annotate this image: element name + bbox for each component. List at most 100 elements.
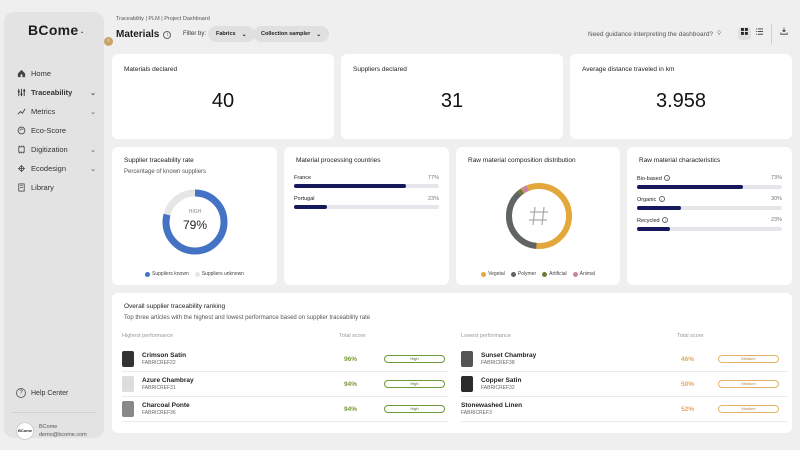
card-title: Raw material characteristics [639, 157, 721, 164]
fabric-thumbnail [122, 401, 134, 417]
sidebar-item-metrics[interactable]: Metrics ⌄ [14, 102, 96, 121]
ranking-row[interactable]: Azure Chambray FABRICREF31 94% High [122, 372, 448, 397]
kpi-value: 40 [211, 90, 235, 112]
fabric-name: Crimson Satin [142, 352, 187, 359]
library-icon [16, 183, 26, 193]
chevron-down-icon: ⌄ [316, 31, 322, 38]
download-icon [779, 27, 788, 35]
list-view-button[interactable] [753, 27, 766, 40]
legend-item: Artificial [542, 271, 567, 277]
traceability-level: HIGH [188, 209, 202, 215]
sidebar-item-ecodesign[interactable]: Ecodesign ⌄ [14, 159, 96, 178]
donut-known-arc [162, 189, 228, 255]
ranking-row[interactable]: Sunset Chambray FABRICREF38 46% Medium [461, 347, 787, 372]
sidebar-item-label: Digitization [31, 145, 68, 154]
fabric-name: Copper Satin [481, 377, 522, 384]
bar-fill [637, 185, 743, 189]
guidance-link[interactable]: Need guidance interpreting the dashboard… [588, 31, 721, 38]
bar-label: France [294, 175, 312, 181]
fabric-score: 50% [681, 380, 695, 388]
sidebar-item-label: Metrics [31, 107, 56, 116]
legend-dot [481, 271, 487, 277]
card-subtitle: Top three articles with the highest and … [124, 315, 371, 321]
sidebar-item-digitization[interactable]: Digitization ⌄ [14, 140, 96, 159]
chevron-down-icon: ⌄ [90, 165, 96, 173]
fabric-thumbnail [122, 376, 134, 392]
ranking-row[interactable]: Crimson Satin FABRICREF22 96% High [122, 347, 448, 372]
score-badge: Medium [718, 405, 779, 413]
traceability-legend: Suppliers known Suppliers unknown [112, 271, 277, 277]
fabrics-filter-dropdown[interactable]: Fabrics ⌄ [208, 26, 255, 42]
bcome-logo[interactable]: BCome · [28, 22, 85, 38]
country-bar-portugal: Portugal 23% [294, 196, 439, 209]
fabric-score: 52% [681, 405, 695, 413]
kpi-label: Average distance traveled in km [582, 66, 675, 73]
fabric-score: 46% [681, 355, 695, 363]
legend-label: Animal [579, 271, 595, 277]
page-title: Materials i [116, 29, 172, 40]
legend-dot [194, 271, 200, 277]
ranking-row[interactable]: Stonewashed Linen FABRICREF3 52% Medium [461, 397, 787, 422]
help-center-link[interactable]: ? Help Center [16, 388, 68, 398]
filter-value: Collection sampler [261, 31, 311, 37]
ranking-row[interactable]: Copper Satin FABRICREF32 50% Medium [461, 372, 787, 397]
page-title-text: Materials [116, 29, 160, 40]
bar-track [637, 227, 782, 231]
collapse-sidebar-icon[interactable]: ‹ [104, 37, 113, 46]
kpi-label: Suppliers declared [353, 66, 407, 73]
metrics-icon [16, 107, 26, 117]
collection-filter-dropdown[interactable]: Collection sampler ⌄ [253, 26, 330, 42]
info-icon[interactable]: i [163, 30, 172, 39]
kpi-value: 31 [440, 90, 464, 112]
kpi-materials-card: Materials declared 40 [112, 54, 334, 139]
sidebar-item-label: Eco-Score [31, 126, 67, 135]
grid-view-button[interactable] [738, 27, 751, 40]
donut-artificial-arc [506, 183, 572, 249]
kpi-value: 3.958 [655, 90, 707, 112]
kpi-label: Materials declared [124, 66, 178, 73]
bar-track [294, 184, 439, 188]
sidebar-nav: Home Traceability ⌄ Metrics ⌄ Eco-Score … [14, 64, 96, 197]
legend-dot [542, 271, 548, 277]
composition-donut [506, 182, 572, 249]
sidebar-item-traceability[interactable]: Traceability ⌄ [14, 83, 96, 102]
ranking-row[interactable]: Charcoal Ponte FABRICREF36 94% High [122, 397, 448, 422]
info-icon[interactable]: i [664, 175, 671, 181]
card-title: Overall supplier traceability ranking [124, 303, 226, 310]
card-title: Supplier traceability rate [124, 157, 194, 164]
fabric-score: 96% [344, 355, 358, 363]
fabric-name: Stonewashed Linen [461, 402, 523, 409]
legend-label: Artificial [549, 271, 567, 277]
legend-item: Polymer [510, 271, 536, 277]
traceability-donut [162, 189, 228, 255]
header-divider [771, 24, 772, 44]
card-title: Raw material composition distribution [468, 157, 576, 164]
sidebar-item-eco-score[interactable]: Eco-Score [14, 121, 96, 140]
score-badge: High [384, 405, 445, 413]
kpi-distance-card: Average distance traveled in km 3.958 [570, 54, 792, 139]
download-button[interactable] [777, 27, 790, 40]
country-bar-france: France 77% [294, 175, 439, 188]
legend-dot [145, 271, 151, 277]
fabric-thumbnail [122, 351, 134, 367]
total-score-header: Total score [677, 333, 704, 339]
fabric-ref: FABRICREF3 [461, 410, 492, 416]
user-profile[interactable]: BCome BCome demo@bcome.com [16, 422, 87, 440]
sidebar-item-home[interactable]: Home [14, 64, 96, 83]
bar-fill [637, 206, 681, 210]
chevron-down-icon: ⌄ [90, 146, 96, 154]
legend-dot [510, 271, 516, 277]
logo-text: BCome [28, 22, 79, 38]
fabric-score: 94% [344, 405, 358, 413]
filter-label: Filter by: [183, 31, 207, 37]
sidebar-item-label: Home [31, 69, 52, 78]
fabric-thumbnail [461, 351, 473, 367]
guidance-text: Need guidance interpreting the dashboard… [588, 31, 714, 38]
composition-card: Raw material composition distribution Ve… [456, 147, 620, 285]
traceability-value: 79% [182, 218, 208, 232]
sidebar-item-library[interactable]: Library [14, 178, 96, 197]
digitization-icon [16, 145, 26, 155]
info-icon[interactable]: i [662, 217, 669, 223]
info-icon[interactable]: i [658, 196, 665, 202]
legend-item: Animal [572, 271, 595, 277]
